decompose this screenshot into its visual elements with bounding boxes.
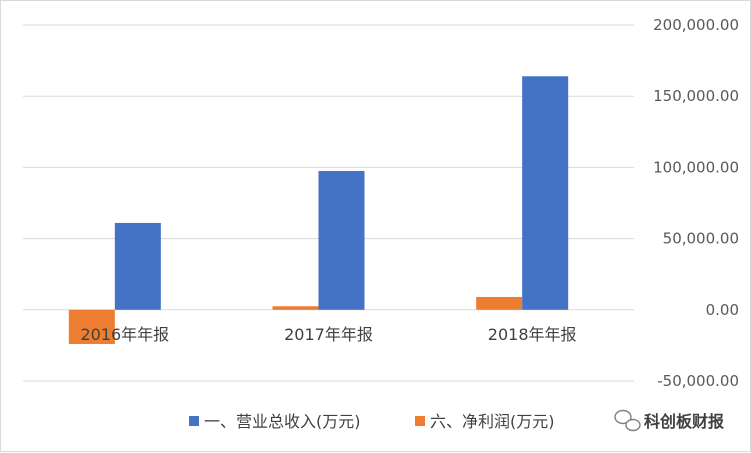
y-tick-label: -50,000.00 xyxy=(657,372,739,390)
x-axis: 2016年年报 2017年年报 2018年年报 xyxy=(80,325,576,344)
bar-revenue xyxy=(318,170,365,310)
x-tick-label: 2017年年报 xyxy=(284,325,373,344)
x-tick-label: 2016年年报 xyxy=(80,325,169,344)
y-tick-label: 150,000.00 xyxy=(653,87,739,105)
x-tick-label: 2018年年报 xyxy=(488,325,577,344)
y-tick-label: 0.00 xyxy=(706,301,739,319)
bar-net-profit xyxy=(272,306,319,310)
bar-net-profit xyxy=(476,296,523,310)
watermark: 科创板财报 xyxy=(614,409,724,432)
watermark-text: 科创板财报 xyxy=(644,412,724,431)
bar-revenue xyxy=(114,222,161,310)
legend-revenue-swatch xyxy=(189,416,199,426)
legend-revenue-label: 一、营业总收入(万元) xyxy=(204,412,361,431)
legend-net-profit-label: 六、净利润(万元) xyxy=(430,412,555,431)
bar-revenue xyxy=(522,76,569,310)
y-tick-label: 50,000.00 xyxy=(663,230,739,248)
y-axis: 200,000.00 150,000.00 100,000.00 50,000.00 0… xyxy=(653,16,739,390)
bars xyxy=(68,76,569,344)
y-tick-label: 200,000.00 xyxy=(653,16,739,34)
y-tick-label: 100,000.00 xyxy=(653,158,739,176)
legend-net-profit-swatch xyxy=(415,416,425,426)
legend: 一、营业总收入(万元) 六、净利润(万元) xyxy=(189,412,555,431)
wechat-icon xyxy=(614,409,641,432)
bar-net-profit xyxy=(68,309,115,344)
